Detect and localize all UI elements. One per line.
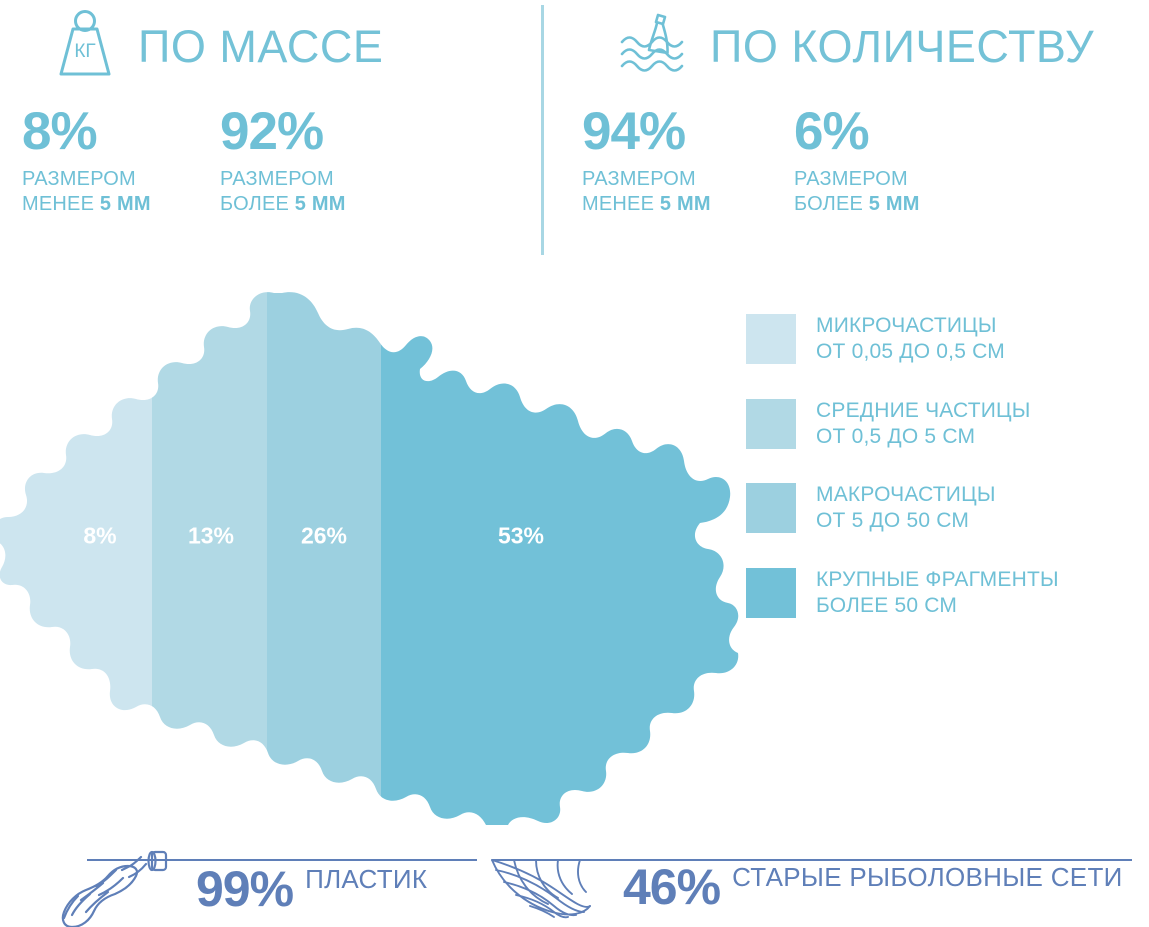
legend-item-macroparticles: МАКРОЧАСТИЦЫ ОТ 5 ДО 50 СМ <box>746 481 1149 535</box>
legend-swatch-microparticles <box>746 314 796 364</box>
legend-range-macroparticles: ОТ 5 ДО 50 СМ <box>816 509 970 533</box>
stat-mass-over5-desc: РАЗМЕРОМ БОЛЕЕ 5 ММ <box>220 167 450 217</box>
stat-count-over5-value: 6% <box>794 102 870 161</box>
panel-by-mass: КГ ПО МАССЕ 8% РАЗМЕРОМ МЕНЕЕ 5 ММ 92% Р… <box>0 0 541 217</box>
panel-by-count: ПО КОЛИЧЕСТВУ 94% РАЗМЕРОМ МЕНЕЕ 5 ММ 6%… <box>560 0 1149 217</box>
legend-swatch-macroparticles <box>746 483 796 533</box>
footer-nets-label: СТАРЫЕ РЫБОЛОВНЫЕ СЕТИ <box>732 862 1123 892</box>
svg-text:КГ: КГ <box>74 41 95 62</box>
stat-desc-line2-prefix: БОЛЕЕ <box>220 193 295 216</box>
legend-item-microparticles: МИКРОЧАСТИЦЫ ОТ 0,05 ДО 0,5 СМ <box>746 312 1149 366</box>
legend-name-medium-particles: СРЕДНИЕ ЧАСТИЦЫ <box>816 398 1031 422</box>
band-microparticles <box>0 292 152 825</box>
band-label-26: 26% <box>300 522 348 549</box>
weight-kg-icon: КГ <box>46 8 124 85</box>
stat-desc-line1: РАЗМЕРОМ <box>22 168 136 191</box>
panel-by-count-stats: 94% РАЗМЕРОМ МЕНЕЕ 5 ММ 6% РАЗМЕРОМ БОЛЕ… <box>560 85 1149 217</box>
band-label-13: 13% <box>187 522 235 549</box>
stat-mass-under5-desc: РАЗМЕРОМ МЕНЕЕ 5 ММ <box>22 167 220 217</box>
stat-desc-line2-bold: 5 ММ <box>868 193 920 216</box>
stat-mass-under5-value: 8% <box>22 102 98 161</box>
stat-desc-line2-prefix: МЕНЕЕ <box>582 193 660 216</box>
stat-count-over5-desc: РАЗМЕРОМ БОЛЕЕ 5 ММ <box>794 167 1024 217</box>
panel-by-count-header: ПО КОЛИЧЕСТВУ <box>560 0 1149 85</box>
stat-count-under5-value: 94% <box>582 102 686 161</box>
legend-name-microparticles: МИКРОЧАСТИЦЫ <box>816 314 997 337</box>
fishing-net-icon <box>474 840 624 927</box>
band-chart-svg <box>0 292 739 825</box>
panel-by-count-title: ПО КОЛИЧЕСТВУ <box>710 21 1095 72</box>
legend-name-large-fragments: КРУПНЫЕ ФРАГМЕНТЫ <box>816 567 1059 591</box>
stat-desc-line2-bold: 5 ММ <box>294 193 346 216</box>
stat-count-over5: 6% РАЗМЕРОМ БОЛЕЕ 5 ММ <box>794 102 1024 217</box>
footer-nets-value: 46% <box>623 859 721 915</box>
footer-item-nets: 46% СТАРЫЕ РЫБОЛОВНЫЕ СЕТИ <box>474 840 1134 927</box>
footer-rule-plastic <box>87 859 477 861</box>
stat-desc-line1: РАЗМЕРОМ <box>582 168 696 191</box>
footer-rule-nets <box>492 859 1132 861</box>
band-macroparticles <box>267 292 381 825</box>
legend-swatch-medium-particles <box>746 398 796 449</box>
bottle-in-waves-icon <box>618 8 696 85</box>
legend-range-medium-particles: ОТ 0,5 ДО 5 СМ <box>816 424 976 448</box>
stat-mass-over5-value: 92% <box>220 102 324 161</box>
panel-divider <box>541 5 544 255</box>
stat-desc-line2-prefix: МЕНЕЕ <box>22 193 100 216</box>
footer-item-plastic: 99% ПЛАСТИК <box>28 840 477 927</box>
stat-count-under5-desc: РАЗМЕРОМ МЕНЕЕ 5 ММ <box>582 167 794 217</box>
chart-bands <box>0 292 739 825</box>
stat-mass-over5: 92% РАЗМЕРОМ БОЛЕЕ 5 ММ <box>220 102 450 217</box>
plastic-size-band-chart: 8% 13% 26% 53% <box>0 285 740 825</box>
footer-plastic-label: ПЛАСТИК <box>305 864 428 894</box>
legend-swatch-large-fragments <box>746 567 796 618</box>
legend-range-microparticles: ОТ 0,05 ДО 0,5 СМ <box>816 340 1005 364</box>
band-large-fragments <box>381 292 739 825</box>
panel-by-mass-header: КГ ПО МАССЕ <box>0 0 541 85</box>
panel-by-mass-title: ПО МАССЕ <box>138 21 384 72</box>
footer-stats: 99% ПЛАСТИК <box>0 840 1149 927</box>
band-label-8: 8% <box>83 522 117 549</box>
stat-desc-line1: РАЗМЕРОМ <box>794 168 908 191</box>
legend-item-large-fragments: КРУПНЫЕ ФРАГМЕНТЫ БОЛЕЕ 50 СМ <box>746 566 1149 620</box>
stat-desc-line2-bold: 5 ММ <box>659 193 711 216</box>
chart-legend: МИКРОЧАСТИЦЫ ОТ 0,05 ДО 0,5 СМ СРЕДНИЕ Ч… <box>746 312 1149 619</box>
legend-range-large-fragments: БОЛЕЕ 50 СМ <box>816 593 958 617</box>
legend-name-macroparticles: МАКРОЧАСТИЦЫ <box>816 483 996 506</box>
legend-item-medium-particles: СРЕДНИЕ ЧАСТИЦЫ ОТ 0,5 ДО 5 СМ <box>746 397 1149 451</box>
stat-desc-line1: РАЗМЕРОМ <box>220 168 334 191</box>
stat-desc-line2-prefix: БОЛЕЕ <box>794 193 869 216</box>
panel-by-mass-stats: 8% РАЗМЕРОМ МЕНЕЕ 5 ММ 92% РАЗМЕРОМ БОЛЕ… <box>0 85 541 217</box>
footer-plastic-value: 99% <box>196 861 294 917</box>
band-medium-particles <box>152 292 267 825</box>
stat-desc-line2-bold: 5 ММ <box>99 193 151 216</box>
band-label-53: 53% <box>497 522 545 549</box>
crushed-bottle-on-line-icon <box>28 840 188 927</box>
stat-mass-under5: 8% РАЗМЕРОМ МЕНЕЕ 5 ММ <box>22 102 220 217</box>
stat-count-under5: 94% РАЗМЕРОМ МЕНЕЕ 5 ММ <box>582 102 794 217</box>
